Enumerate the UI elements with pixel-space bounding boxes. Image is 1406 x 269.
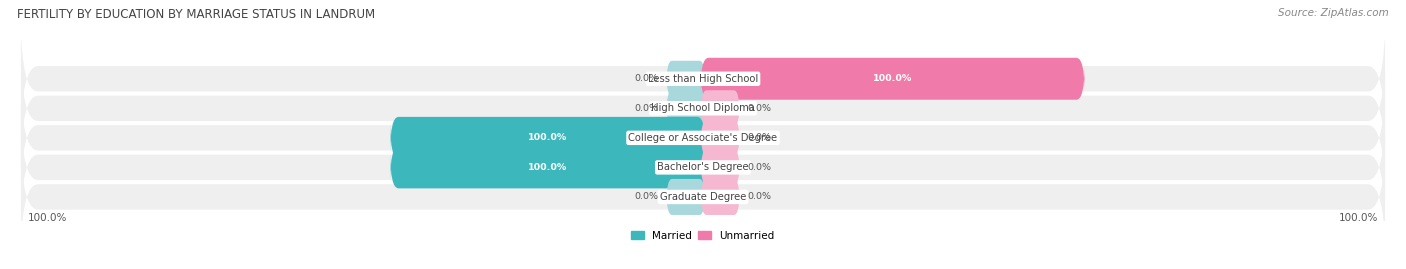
FancyBboxPatch shape — [21, 47, 1385, 169]
Text: 100.0%: 100.0% — [1339, 213, 1378, 223]
FancyBboxPatch shape — [21, 106, 1385, 229]
Text: College or Associate's Degree: College or Associate's Degree — [628, 133, 778, 143]
Text: 100.0%: 100.0% — [529, 133, 568, 142]
Text: 0.0%: 0.0% — [634, 104, 658, 113]
Text: 0.0%: 0.0% — [748, 133, 772, 142]
FancyBboxPatch shape — [702, 90, 740, 126]
FancyBboxPatch shape — [702, 149, 740, 185]
Text: 100.0%: 100.0% — [28, 213, 67, 223]
Text: FERTILITY BY EDUCATION BY MARRIAGE STATUS IN LANDRUM: FERTILITY BY EDUCATION BY MARRIAGE STATU… — [17, 8, 375, 21]
Text: 0.0%: 0.0% — [634, 192, 658, 201]
Text: 0.0%: 0.0% — [748, 163, 772, 172]
FancyBboxPatch shape — [391, 146, 706, 188]
FancyBboxPatch shape — [21, 77, 1385, 199]
Text: Source: ZipAtlas.com: Source: ZipAtlas.com — [1278, 8, 1389, 18]
Text: High School Diploma: High School Diploma — [651, 103, 755, 113]
Legend: Married, Unmarried: Married, Unmarried — [631, 231, 775, 240]
FancyBboxPatch shape — [666, 179, 704, 215]
FancyBboxPatch shape — [666, 90, 704, 126]
Text: 0.0%: 0.0% — [748, 192, 772, 201]
Text: Bachelor's Degree: Bachelor's Degree — [657, 162, 749, 172]
FancyBboxPatch shape — [700, 58, 1084, 100]
Text: 0.0%: 0.0% — [634, 74, 658, 83]
Text: Less than High School: Less than High School — [648, 74, 758, 84]
FancyBboxPatch shape — [666, 61, 704, 97]
FancyBboxPatch shape — [21, 136, 1385, 258]
FancyBboxPatch shape — [702, 179, 740, 215]
Text: Graduate Degree: Graduate Degree — [659, 192, 747, 202]
Text: 100.0%: 100.0% — [529, 163, 568, 172]
FancyBboxPatch shape — [21, 17, 1385, 140]
Text: 100.0%: 100.0% — [873, 74, 912, 83]
Text: 0.0%: 0.0% — [748, 104, 772, 113]
FancyBboxPatch shape — [391, 117, 706, 159]
FancyBboxPatch shape — [702, 120, 740, 156]
